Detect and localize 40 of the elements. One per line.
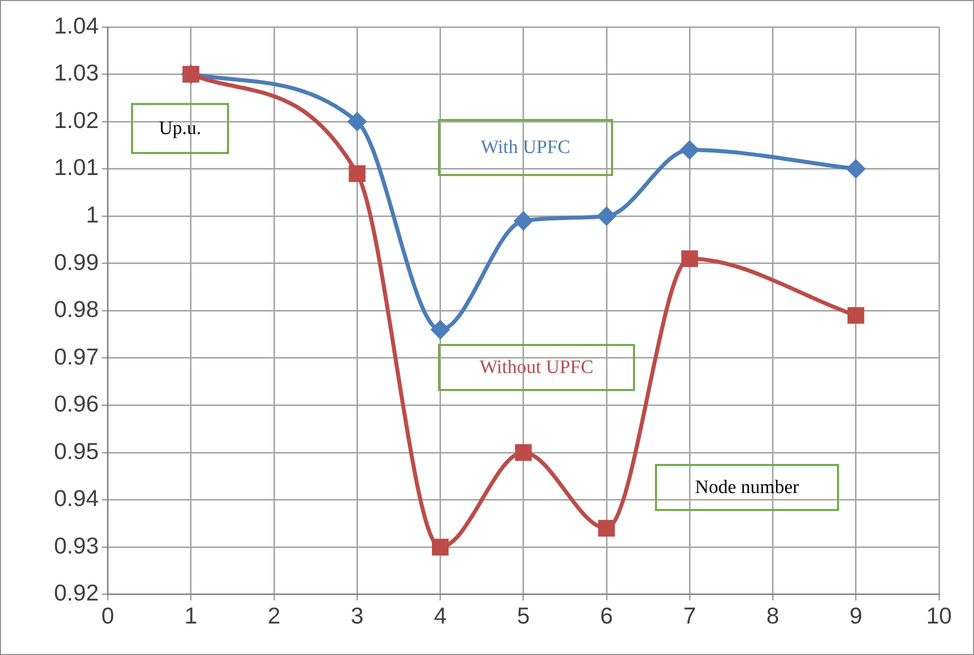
point	[431, 320, 450, 339]
text: Without UPFC	[438, 344, 635, 391]
x-tick-label: 2	[268, 602, 280, 629]
y-tick-label: 1.04	[54, 12, 99, 38]
y-tick-label: 1.01	[54, 154, 99, 180]
y-tick-label: 0.99	[54, 248, 99, 275]
point	[348, 112, 366, 131]
x-axis-title: Node number	[655, 464, 839, 511]
y-tick-label: 0.98	[54, 296, 99, 322]
y-tick-label: 0.93	[54, 532, 99, 558]
x-tick-label: 0	[101, 602, 114, 629]
point	[598, 207, 616, 226]
x-tick-label: 7	[683, 602, 696, 629]
point	[348, 165, 366, 182]
point	[515, 444, 532, 461]
y-axis-title: Up.u.	[131, 103, 229, 154]
x-tick-label: 3	[350, 602, 364, 629]
y-tick-label: 0.94	[54, 485, 99, 512]
point	[432, 538, 449, 556]
x-tick-label: 6	[600, 602, 613, 629]
x-tick-label: 9	[849, 602, 862, 629]
y-tick-label: 1	[86, 201, 99, 228]
point	[848, 307, 864, 324]
x-tick-label: 10	[926, 602, 952, 629]
x-tick-label: 8	[766, 602, 780, 629]
x-tick-label: 1	[184, 602, 198, 629]
point	[598, 520, 615, 537]
y-tick-label: 1.03	[54, 60, 99, 86]
x-tick-label: 5	[516, 602, 530, 629]
x-tick-label: 4	[434, 602, 447, 629]
y-tick-label: 0.95	[54, 438, 99, 464]
point	[846, 160, 865, 178]
y-tick-label: 0.97	[54, 343, 99, 370]
point	[680, 140, 699, 159]
y-tick-label: 0.92	[54, 580, 99, 606]
y-tick-label: 0.96	[54, 390, 99, 417]
point	[514, 212, 532, 230]
y-tick-label: 1.02	[54, 106, 99, 133]
point	[681, 250, 698, 268]
text: With UPFC	[438, 119, 613, 176]
